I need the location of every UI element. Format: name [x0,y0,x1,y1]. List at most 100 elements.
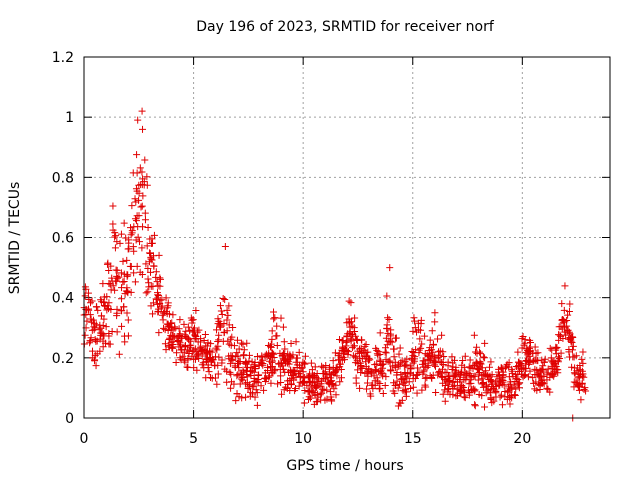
data-point [223,306,231,314]
data-point [477,360,485,368]
data-point [533,386,541,394]
data-point [410,314,418,322]
data-point [270,308,278,316]
data-point [415,346,423,354]
data-point [127,231,135,239]
data-point [539,362,547,370]
data-point [428,327,436,335]
data-point [479,353,487,361]
data-point [481,354,489,362]
data-point [397,371,405,379]
data-point [135,238,143,246]
data-point [103,293,111,301]
data-point [511,391,519,399]
data-point [164,327,172,335]
data-point [471,402,479,410]
data-point [223,378,231,386]
data-point [476,348,484,356]
data-point [424,355,432,363]
data-point [435,351,443,359]
data-point [113,312,121,320]
data-point [477,350,485,358]
data-point [190,346,198,354]
data-point [558,300,566,308]
data-point [92,362,100,370]
data-point [138,202,146,210]
data-point [233,372,241,380]
data-point [277,379,285,387]
data-point [198,352,206,360]
data-point [358,364,366,372]
data-point [314,393,322,401]
data-point [89,316,97,324]
data-point [554,356,562,364]
data-point [432,389,440,397]
data-point [407,384,415,392]
data-point [169,344,177,352]
data-point [318,377,326,385]
data-point [332,391,340,399]
data-point [439,390,447,398]
data-point [94,306,102,314]
data-point [216,320,224,328]
data-point [419,370,427,378]
data-point [473,343,481,351]
data-point [475,390,483,398]
data-point [386,357,394,365]
data-point [130,269,138,277]
data-point [240,346,248,354]
data-point [267,340,275,348]
data-point [432,362,439,370]
data-point [487,394,495,402]
data-point [421,381,429,389]
data-point [486,389,494,397]
data-point [441,397,449,405]
data-point [387,367,395,375]
data-point [161,340,169,348]
data-point [245,351,253,359]
data-point [238,394,246,402]
data-point [205,368,213,376]
data-point [135,196,143,204]
data-point [139,192,147,200]
data-point [310,388,318,396]
data-point [434,335,442,343]
data-point [215,317,223,325]
data-point [143,173,151,181]
data-point [218,311,226,319]
data-point [379,390,387,398]
data-point [526,344,534,352]
data-point [247,372,255,380]
data-point [470,387,478,395]
data-point [496,378,504,386]
data-point [131,278,139,286]
data-point [253,401,261,409]
data-point [565,348,573,356]
data-point [300,399,308,407]
data-point [421,332,429,340]
data-point [560,306,568,314]
data-point [479,379,487,387]
data-point [421,374,429,382]
data-point [395,350,403,358]
data-point [320,386,328,394]
data-point [295,348,303,356]
data-point [341,345,349,353]
data-point [471,401,479,409]
data-point [322,362,330,370]
y-tick-label: 1 [65,110,74,126]
data-point [87,299,95,307]
data-point [453,378,461,386]
data-point [469,362,477,370]
data-point [478,364,486,372]
data-point [186,327,194,335]
data-point [195,345,203,353]
data-point [409,327,417,335]
data-point [303,381,311,389]
data-point [89,347,97,355]
data-point [345,297,353,305]
data-point [123,256,131,264]
data-point [425,350,433,358]
data-point [134,116,142,124]
data-point [216,302,224,310]
